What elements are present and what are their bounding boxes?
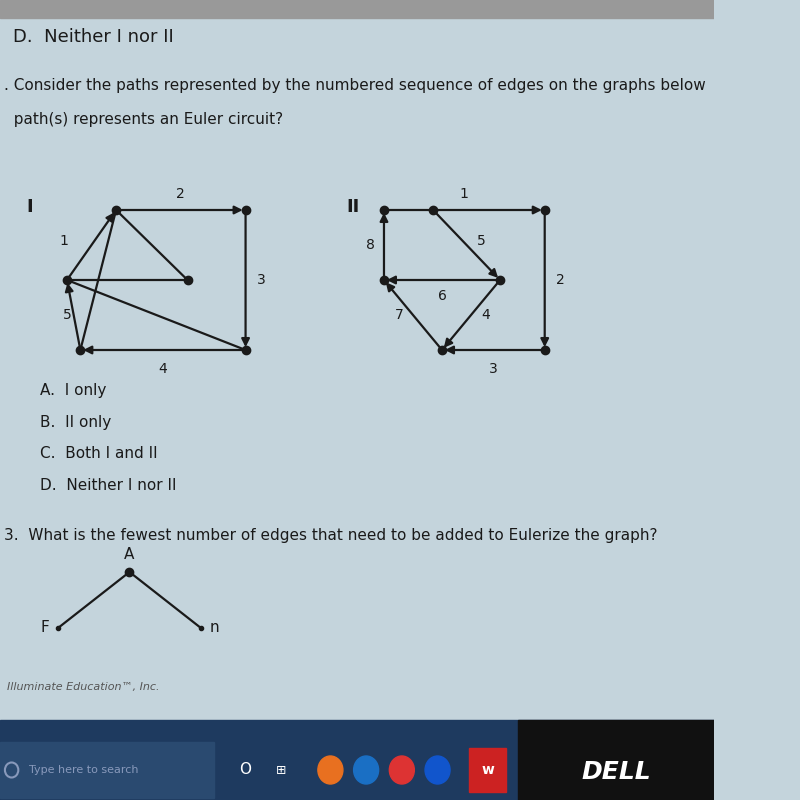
Text: 3: 3 [257,273,266,287]
Text: 3: 3 [489,362,498,376]
Text: 3.  What is the fewest number of edges that need to be added to Eulerize the gra: 3. What is the fewest number of edges th… [5,528,658,543]
Text: O: O [239,762,251,778]
Text: n: n [210,621,219,635]
Bar [0,742,214,798]
Text: DELL: DELL [582,760,651,784]
Text: II: II [346,198,360,216]
Text: 2: 2 [177,187,186,201]
Text: 4: 4 [482,308,490,322]
Text: C.  Both I and II: C. Both I and II [40,446,158,462]
Text: Type here to search: Type here to search [29,765,138,775]
Text: D.  Neither I nor II: D. Neither I nor II [14,28,174,46]
Text: 2: 2 [556,273,565,287]
Circle shape [318,756,343,784]
Text: 8: 8 [366,238,375,252]
Circle shape [354,756,378,784]
Text: A: A [124,547,134,562]
Text: . Consider the paths represented by the numbered sequence of edges on the graphs: . Consider the paths represented by the … [5,78,706,93]
Text: 5: 5 [478,234,486,248]
Text: 1: 1 [60,234,69,248]
Bar [518,720,714,800]
Text: I: I [26,198,34,216]
Text: ⊞: ⊞ [276,763,286,777]
Text: 1: 1 [460,187,469,201]
Text: path(s) represents an Euler circuit?: path(s) represents an Euler circuit? [5,112,283,127]
Text: F: F [40,621,49,635]
Bar [0,0,714,18]
Text: 6: 6 [438,289,446,303]
Text: B.  II only: B. II only [40,414,111,430]
Text: w: w [481,763,494,777]
Text: A.  I only: A. I only [40,382,106,398]
Circle shape [390,756,414,784]
Text: 7: 7 [395,308,404,322]
Text: 4: 4 [158,362,167,376]
Text: Illuminate Education™, Inc.: Illuminate Education™, Inc. [7,682,160,692]
Text: D.  Neither I nor II: D. Neither I nor II [40,478,177,494]
Text: 5: 5 [62,308,71,322]
Circle shape [425,756,450,784]
Bar [469,748,506,792]
Bar [0,720,714,800]
